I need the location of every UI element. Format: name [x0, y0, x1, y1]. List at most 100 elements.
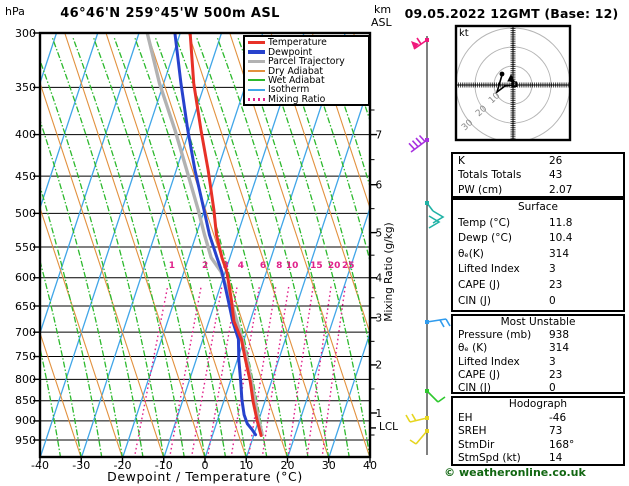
- km-tick-label: 4: [376, 273, 383, 285]
- legend-item-parcel: Parcel Trajectory: [248, 57, 368, 66]
- wet-adiabat-line: [175, 37, 288, 457]
- pressure-tick-label: 750: [15, 350, 36, 364]
- wet-adiabat-line: [40, 58, 144, 457]
- surface-table: Surface Temp (°C) 11.8 Dewp (°C) 10.4 θₑ…: [451, 198, 625, 312]
- index-value: -46: [549, 411, 567, 424]
- legend-item-dewpoint: Dewpoint: [248, 47, 368, 57]
- table-row: Lifted Index 3: [453, 356, 623, 369]
- hodograph-trace-endpoint: [499, 71, 505, 77]
- wind-barb-stroke: [411, 413, 417, 422]
- index-label: SREH: [458, 425, 487, 437]
- isotherm-line: [40, 33, 99, 211]
- x-axis-title: Dewpoint / Temperature (°C): [107, 469, 303, 484]
- altitude-unit-km-label: km: [374, 3, 392, 16]
- dry-adiabat-line: [40, 81, 164, 457]
- wind-barb-stroke: [409, 417, 428, 423]
- table-row: StmDir 168°: [453, 439, 623, 453]
- wet-adiabat-line: [299, 37, 370, 264]
- wind-barb-stroke: [405, 414, 411, 423]
- index-label: Lifted Index: [458, 355, 520, 368]
- wet-adiabat-line: [113, 37, 227, 457]
- pressure-tick-label: 450: [15, 169, 36, 183]
- wind-barb: [405, 413, 429, 423]
- index-label: CAPE (J): [458, 278, 501, 291]
- legend-item-wet-adiabat: Wet Adiabat: [248, 76, 368, 85]
- copyright: © weatheronline.co.uk: [444, 466, 586, 479]
- index-label: CAPE (J): [458, 368, 501, 381]
- temperature-tick-label: 0: [201, 459, 209, 472]
- lcl-label: LCL: [379, 421, 399, 433]
- legend-item-temperature: Temperature: [248, 38, 368, 47]
- dewpoint-curve: [173, 33, 258, 437]
- index-value: 3: [549, 355, 556, 368]
- index-value: 14: [549, 452, 563, 464]
- km-tick-label: 7: [376, 129, 383, 141]
- wind-barb: [425, 389, 446, 403]
- hodograph-trace: [495, 74, 514, 95]
- wet-adiabat-line: [40, 184, 103, 457]
- legend-label: Parcel Trajectory: [268, 56, 345, 68]
- mixing-ratio-value-label: 15: [310, 261, 323, 271]
- most-unstable-table: Most Unstable Pressure (mb) 938 θₑ (K) 3…: [451, 314, 625, 394]
- pressure-unit-label: hPa: [5, 5, 25, 18]
- index-label: Dewp (°C): [458, 232, 512, 245]
- km-tick-label: 5: [376, 227, 383, 239]
- wet-adiabat-line: [278, 37, 370, 352]
- wet-adiabat-line: [340, 37, 370, 123]
- mixing-ratio-value-label: 6: [260, 261, 266, 271]
- index-label: θₑ (K): [458, 342, 488, 355]
- temperature-tick-label: 40: [363, 459, 377, 472]
- km-tick-label: 6: [376, 179, 383, 191]
- legend-item-dry-adiabat: Dry Adiabat: [248, 66, 368, 76]
- table-row: CIN (J) 0: [453, 382, 623, 395]
- table-row: θₑ(K) 314: [453, 247, 623, 263]
- dry-adiabat-line: [187, 33, 329, 457]
- dry-adiabat-line: [146, 33, 288, 457]
- altitude-unit-asl-label: ASL: [371, 16, 392, 29]
- pressure-tick-label: 600: [15, 271, 36, 285]
- table-row: Temp (°C) 11.8: [453, 216, 623, 232]
- index-value: 3: [549, 263, 556, 276]
- wet-adiabat-line: [196, 37, 309, 457]
- wet-adiabat-line-swatch: [248, 79, 265, 82]
- index-label: EH: [458, 411, 473, 424]
- hodograph-ring-label-20: 20: [474, 104, 489, 119]
- table-row: PW (cm) 2.07: [453, 183, 623, 197]
- wind-barb-stroke: [411, 140, 419, 148]
- table-row: SREH 73: [453, 425, 623, 439]
- isotherm-line: [287, 205, 370, 457]
- pressure-tick-label: 300: [15, 26, 36, 40]
- index-label: CIN (J): [458, 382, 491, 395]
- index-label: PW (cm): [458, 183, 503, 196]
- km-axis: 7 6 5 4 3 2 1: [371, 109, 383, 436]
- wet-adiabat-line: [51, 37, 165, 457]
- index-value: 168°: [549, 438, 575, 451]
- km-tick-label: 1: [376, 408, 383, 420]
- index-label: CIN (J): [458, 294, 491, 307]
- indices-table: K 26 Totals Totals 43 PW (cm) 2.07: [451, 152, 625, 198]
- hodograph-unit-label: kt: [459, 28, 469, 39]
- index-label: Lifted Index: [458, 263, 520, 276]
- table-row: θₑ (K) 314: [453, 342, 623, 355]
- index-value: 314: [549, 342, 570, 355]
- wind-barb-stroke: [426, 202, 434, 212]
- isotherm-line: [80, 33, 223, 457]
- hodograph-ring-label-10: 10: [487, 91, 502, 106]
- wet-adiabat-line: [154, 37, 268, 457]
- temperature-tick-label: -30: [72, 459, 91, 472]
- table-row: Pressure (mb) 938: [453, 329, 623, 342]
- wet-adiabat-line: [134, 37, 247, 457]
- table-row: CAPE (J) 23: [453, 369, 623, 382]
- dewpoint-line-swatch: [248, 50, 265, 54]
- legend-item-mixing-ratio: Mixing Ratio: [248, 95, 368, 104]
- mixing-ratio-axis-title: Mixing Ratio (g/kg): [383, 222, 395, 321]
- index-label: K: [458, 155, 465, 167]
- wind-barb-stroke: [439, 319, 445, 328]
- wind-barb-staff: [405, 36, 451, 455]
- wind-barb-stroke: [445, 318, 451, 327]
- wind-barb-stroke: [428, 215, 441, 229]
- wind-barb-stroke: [410, 139, 428, 153]
- mixing-ratio-line: [306, 286, 332, 457]
- pressure-tick-label: 900: [15, 414, 36, 428]
- wet-adiabat-lines: [40, 37, 370, 457]
